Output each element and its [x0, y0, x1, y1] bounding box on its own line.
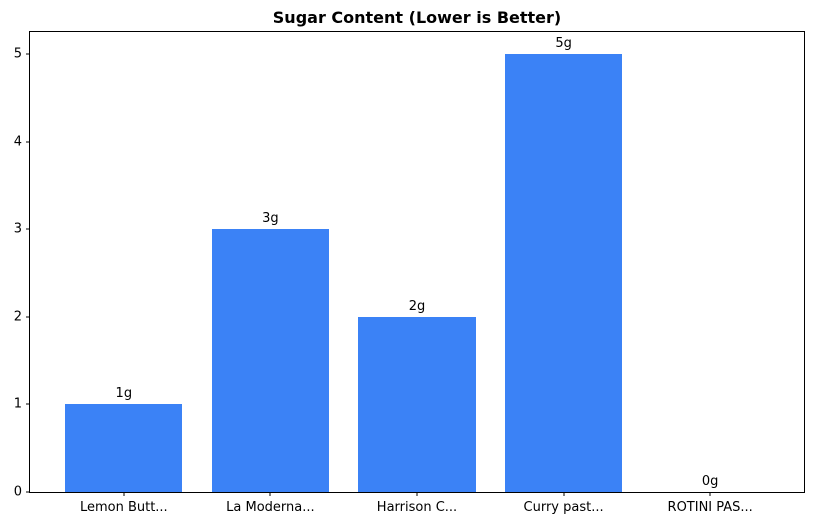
bar: [65, 404, 183, 492]
x-axis-tick-label: Harrison C...: [376, 500, 458, 515]
plot-area: 0 1 2 3 4 5 1g Lemon Butt... 3g La Moderna... 2g Ha…: [14, 31, 805, 514]
bar-value-label: 2g: [408, 298, 426, 314]
x-axis-tick-mark: [709, 492, 711, 496]
bar-value-label: 3g: [262, 211, 279, 227]
bar: [211, 229, 330, 492]
x-axis-tick-mark: [416, 492, 418, 496]
y-axis-tick-label: 5: [13, 46, 22, 62]
x-axis-tick-mark: [123, 492, 125, 496]
y-axis-tick-label: 1: [13, 396, 22, 412]
y-axis-tick-mark: [26, 403, 30, 405]
bar: [358, 316, 476, 492]
x-axis-tick-label: ROTINI PAS...: [667, 500, 753, 515]
x-axis-tick-label: La Moderna...: [226, 500, 315, 515]
bar-value-label: 5g: [555, 35, 572, 51]
x-axis-tick-label: Lemon Butt...: [79, 500, 168, 515]
bar: [504, 53, 623, 492]
x-axis-tick-mark: [269, 492, 271, 496]
y-axis-tick-label: 3: [13, 221, 22, 237]
bar-value-label: 1g: [115, 386, 133, 402]
y-axis-tick-label: 0: [13, 484, 22, 500]
y-axis-tick-mark: [26, 491, 30, 493]
x-axis-tick-label: Curry past...: [523, 500, 604, 515]
y-axis-tick-mark: [26, 228, 30, 230]
y-axis-tick-label: 2: [13, 309, 22, 325]
y-axis-tick-mark: [26, 53, 30, 55]
y-axis-tick-label: 4: [13, 134, 22, 150]
y-axis-tick-mark: [26, 316, 30, 318]
chart-title: Sugar Content (Lower is Better): [272, 8, 562, 27]
x-axis-tick-mark: [563, 492, 565, 496]
bar-value-label: 0g: [701, 474, 719, 489]
y-axis-tick-mark: [26, 141, 30, 143]
